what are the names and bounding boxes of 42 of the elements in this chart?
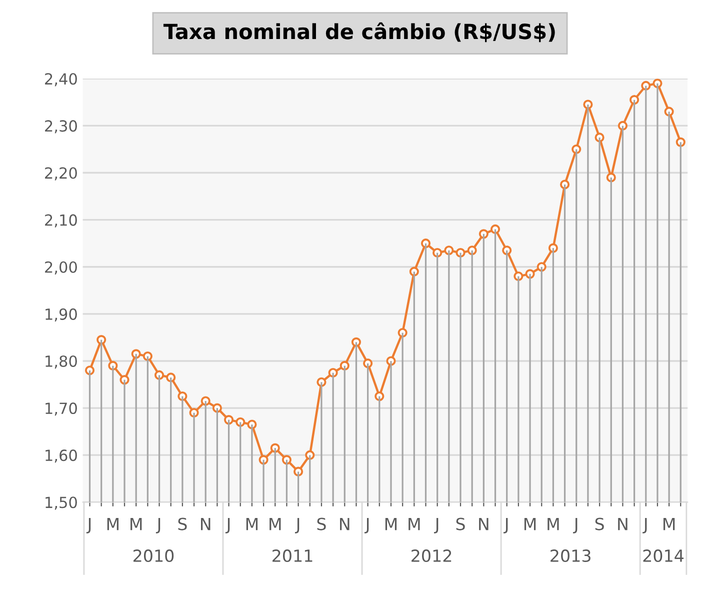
x-tick-label: N (201, 518, 210, 530)
y-tick-label: 2,30 (45, 120, 77, 134)
x-tick-label: J (434, 518, 438, 534)
x-tick-label: M (408, 518, 420, 530)
text: 2013 (550, 549, 590, 562)
x-tick-label: M (130, 518, 142, 530)
x-tick-label: M (107, 518, 118, 530)
x-tick-label: N (618, 518, 628, 530)
x-tick-label: S (456, 518, 465, 530)
y-tick-label: 1,50 (46, 496, 77, 510)
x-tick-label: J (364, 518, 369, 534)
y-tick-label: 1,90 (46, 308, 77, 322)
x-tick-label: J (573, 518, 578, 534)
x-tick-label: J (86, 518, 91, 534)
y-tick-label: 2,10 (45, 214, 77, 228)
x-tick-label: J (225, 518, 230, 534)
text: 2012 (412, 549, 452, 562)
chart-title: Taxa nominal de câmbio (R$/US$) (163, 22, 555, 42)
y-tick-label: 1,70 (46, 402, 77, 416)
y-tick-label: 2,40 (45, 73, 77, 86)
x-tick-label: M (524, 518, 536, 530)
x-tick-label: J (504, 518, 508, 534)
y-tick-label: 2,00 (45, 261, 77, 274)
x-tick-label: S (178, 518, 187, 530)
y-tick-label: 1,60 (46, 450, 77, 463)
x-tick-label: J (156, 518, 160, 534)
y-tick-label: 2,20 (45, 167, 77, 180)
x-tick-label: J (642, 518, 647, 534)
x-tick-label: M (246, 518, 258, 530)
x-tick-label: J (294, 518, 300, 534)
x-tick-label: N (479, 518, 488, 530)
x-tick-label: M (385, 518, 397, 530)
x-tick-label: M (270, 518, 281, 530)
x-tick-label: M (548, 518, 559, 530)
y-tick-label: 1,80 (46, 355, 77, 369)
text: 2014 (643, 549, 684, 562)
text: 2010 (133, 549, 174, 562)
x-tick-label: M (664, 518, 675, 530)
x-tick-label: S (317, 518, 326, 530)
text: 2011 (272, 549, 312, 562)
x-tick-label: N (340, 518, 350, 530)
x-tick-label: S (595, 518, 604, 530)
